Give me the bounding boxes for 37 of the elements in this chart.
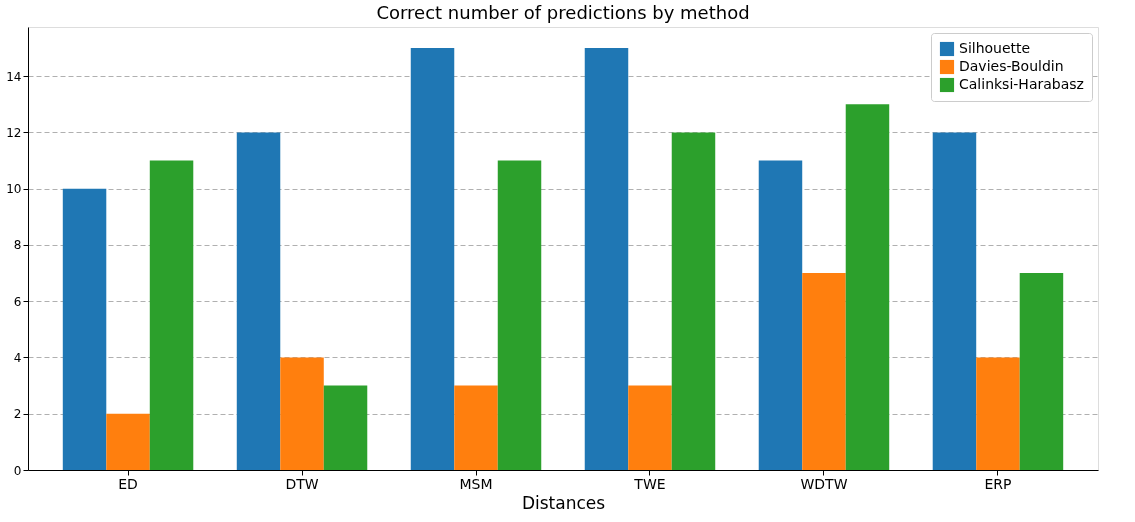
legend-label: Davies-Bouldin [959, 58, 1064, 74]
bar [671, 132, 716, 470]
x-tick-label: MSM [459, 475, 493, 492]
y-tick-label: 12 [6, 125, 22, 140]
bar [62, 188, 107, 470]
y-tick-label: 6 [13, 294, 22, 309]
bar [236, 132, 281, 470]
x-tick-label: WDTW [800, 475, 848, 492]
x-tick-label: ERP [984, 475, 1012, 492]
bar [454, 385, 498, 470]
bar [758, 160, 803, 470]
legend-label: Calinksi-Harabasz [959, 76, 1084, 92]
bar [280, 357, 324, 470]
y-tick-label: 10 [6, 182, 22, 197]
y-tick-label: 4 [13, 350, 22, 365]
x-axis-title: Distances [521, 492, 606, 513]
bar [1019, 273, 1064, 470]
x-tick-label: TWE [633, 475, 666, 492]
chart-title: Correct number of predictions by method [376, 2, 750, 23]
bar [584, 48, 629, 470]
x-tick-label: ED [118, 475, 138, 492]
bar [628, 385, 672, 470]
bar [976, 357, 1020, 470]
legend-label: Silhouette [959, 40, 1031, 56]
bar [932, 132, 977, 470]
y-tick-label: 14 [6, 69, 22, 84]
x-tick-label: DTW [285, 475, 319, 492]
bar [106, 413, 150, 470]
bar [323, 385, 368, 470]
bar [149, 160, 194, 470]
y-tick-label: 2 [13, 407, 22, 422]
bar [410, 48, 455, 470]
y-tick-label: 0 [13, 463, 22, 478]
bar [497, 160, 542, 470]
bar [845, 104, 890, 470]
bar [802, 273, 846, 470]
y-tick-label: 8 [13, 238, 22, 253]
